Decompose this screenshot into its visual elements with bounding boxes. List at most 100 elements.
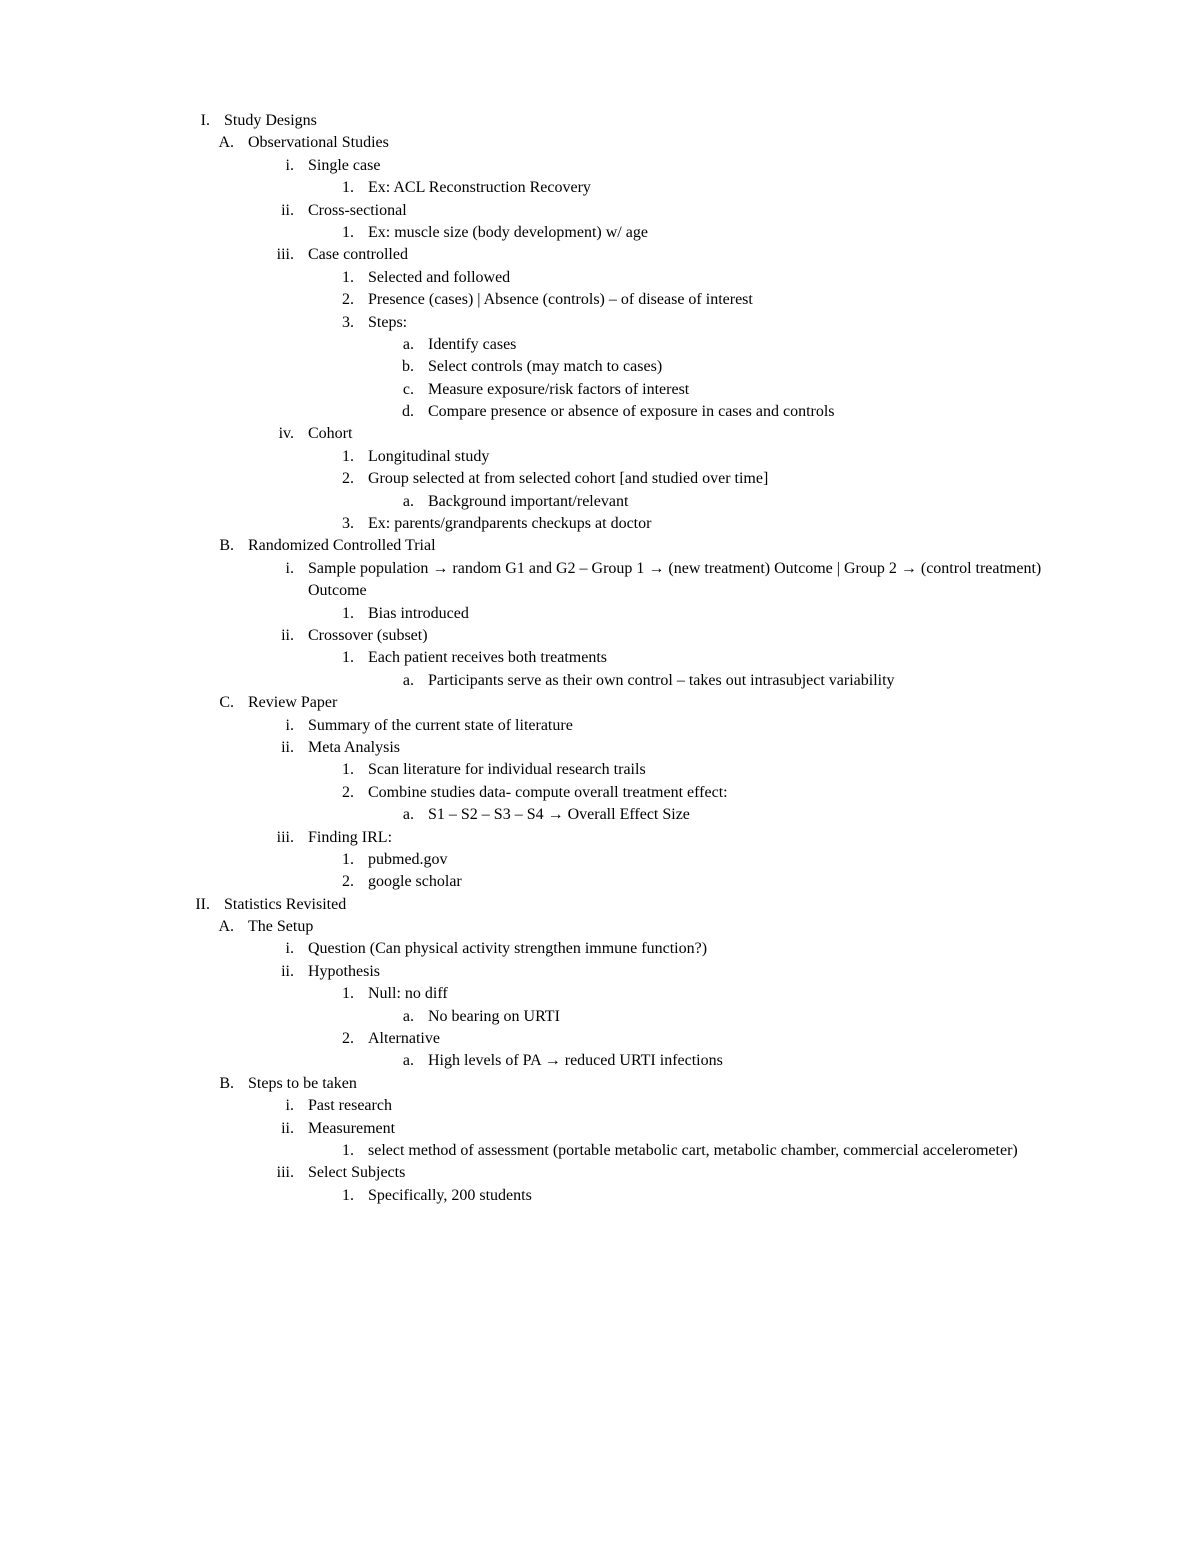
outline-item: iii.Case controlled	[260, 244, 1080, 266]
outline-marker: 2.	[320, 289, 368, 311]
outline-marker: 1.	[320, 1185, 368, 1207]
outline-marker: A.	[200, 916, 248, 938]
outline-item: B.Steps to be taken	[200, 1073, 1080, 1095]
outline-text: Select Subjects	[308, 1162, 1080, 1184]
outline-marker: A.	[200, 132, 248, 154]
outline-item: iii.Select Subjects	[260, 1162, 1080, 1184]
outline-marker: iii.	[260, 827, 308, 849]
outline-marker: 3.	[320, 513, 368, 535]
outline-text: Null: no diff	[368, 983, 1080, 1005]
outline-marker: 1.	[320, 983, 368, 1005]
outline-text: Meta Analysis	[308, 737, 1080, 759]
outline-item: A.The Setup	[200, 916, 1080, 938]
outline-marker: i.	[260, 155, 308, 177]
outline-item: I.Study Designs	[160, 110, 1080, 132]
outline-text: Sample population → random G1 and G2 – G…	[308, 558, 1080, 603]
outline-text: Ex: ACL Reconstruction Recovery	[368, 177, 1080, 199]
outline-marker: a.	[380, 670, 428, 692]
outline-marker: C.	[200, 692, 248, 714]
outline-text: Select controls (may match to cases)	[428, 356, 1080, 378]
outline-text: Compare presence or absence of exposure …	[428, 401, 1080, 423]
outline-text: Past research	[308, 1095, 1080, 1117]
outline-marker: 1.	[320, 647, 368, 669]
outline-text: Background important/relevant	[428, 491, 1080, 513]
outline-item: ii.Meta Analysis	[260, 737, 1080, 759]
outline-text: Specifically, 200 students	[368, 1185, 1080, 1207]
outline-marker: ii.	[260, 961, 308, 983]
outline-marker: II.	[160, 894, 224, 916]
outline-marker: 1.	[320, 446, 368, 468]
outline-marker: 2.	[320, 871, 368, 893]
outline-text: Hypothesis	[308, 961, 1080, 983]
outline-marker: ii.	[260, 625, 308, 647]
outline-item: ii.Cross-sectional	[260, 200, 1080, 222]
outline-text: Single case	[308, 155, 1080, 177]
outline-item: A.Observational Studies	[200, 132, 1080, 154]
outline-item: C.Review Paper	[200, 692, 1080, 714]
outline-item: iv.Cohort	[260, 423, 1080, 445]
outline-text: Statistics Revisited	[224, 894, 1080, 916]
outline-marker: a.	[380, 804, 428, 826]
outline-item: 3.Ex: parents/grandparents checkups at d…	[320, 513, 1080, 535]
outline-item: 1.Selected and followed	[320, 267, 1080, 289]
outline-text: pubmed.gov	[368, 849, 1080, 871]
outline-marker: iii.	[260, 244, 308, 266]
outline-marker: a.	[380, 1050, 428, 1072]
outline-item: ii.Hypothesis	[260, 961, 1080, 983]
outline-item: a.High levels of PA → reduced URTI infec…	[380, 1050, 1080, 1072]
outline-text: google scholar	[368, 871, 1080, 893]
outline-text: Bias introduced	[368, 603, 1080, 625]
outline-item: b.Select controls (may match to cases)	[380, 356, 1080, 378]
outline-marker: 1.	[320, 222, 368, 244]
outline-item: i.Past research	[260, 1095, 1080, 1117]
outline-marker: 1.	[320, 759, 368, 781]
outline-text: Summary of the current state of literatu…	[308, 715, 1080, 737]
outline-marker: ii.	[260, 200, 308, 222]
outline-text: The Setup	[248, 916, 1080, 938]
outline-marker: i.	[260, 715, 308, 737]
outline-item: a.Participants serve as their own contro…	[380, 670, 1080, 692]
outline-marker: a.	[380, 1006, 428, 1028]
outline-marker: B.	[200, 1073, 248, 1095]
outline-marker: 3.	[320, 312, 368, 334]
outline-item: a.Background important/relevant	[380, 491, 1080, 513]
outline-item: 1.Bias introduced	[320, 603, 1080, 625]
outline-item: ii.Crossover (subset)	[260, 625, 1080, 647]
outline-item: 1.Scan literature for individual researc…	[320, 759, 1080, 781]
outline-text: Observational Studies	[248, 132, 1080, 154]
outline-text: Scan literature for individual research …	[368, 759, 1080, 781]
outline-text: S1 – S2 – S3 – S4 → Overall Effect Size	[428, 804, 1080, 826]
outline-text: Cohort	[308, 423, 1080, 445]
outline-text: Cross-sectional	[308, 200, 1080, 222]
outline-item: 1.Ex: muscle size (body development) w/ …	[320, 222, 1080, 244]
outline-text: Alternative	[368, 1028, 1080, 1050]
outline-item: 1.Longitudinal study	[320, 446, 1080, 468]
outline-item: 3.Steps:	[320, 312, 1080, 334]
outline-item: II.Statistics Revisited	[160, 894, 1080, 916]
outline-marker: 2.	[320, 782, 368, 804]
outline-marker: I.	[160, 110, 224, 132]
outline-text: select method of assessment (portable me…	[368, 1140, 1080, 1162]
outline-text: Case controlled	[308, 244, 1080, 266]
outline-item: 2.google scholar	[320, 871, 1080, 893]
outline-item: 2.Alternative	[320, 1028, 1080, 1050]
outline-text: Each patient receives both treatments	[368, 647, 1080, 669]
outline-marker: 1.	[320, 267, 368, 289]
outline-item: i.Sample population → random G1 and G2 –…	[260, 558, 1080, 603]
outline-text: Steps:	[368, 312, 1080, 334]
outline-item: iii.Finding IRL:	[260, 827, 1080, 849]
outline-marker: 2.	[320, 1028, 368, 1050]
outline-item: 2.Combine studies data- compute overall …	[320, 782, 1080, 804]
outline-text: Ex: muscle size (body development) w/ ag…	[368, 222, 1080, 244]
outline-item: 2.Group selected at from selected cohort…	[320, 468, 1080, 490]
outline-text: Group selected at from selected cohort […	[368, 468, 1080, 490]
outline-item: i.Summary of the current state of litera…	[260, 715, 1080, 737]
outline-item: c.Measure exposure/risk factors of inter…	[380, 379, 1080, 401]
outline-text: Identify cases	[428, 334, 1080, 356]
outline-text: Measure exposure/risk factors of interes…	[428, 379, 1080, 401]
outline-text: Finding IRL:	[308, 827, 1080, 849]
outline-marker: i.	[260, 938, 308, 960]
outline-marker: B.	[200, 535, 248, 557]
outline-item: 1.select method of assessment (portable …	[320, 1140, 1080, 1162]
outline-text: Crossover (subset)	[308, 625, 1080, 647]
